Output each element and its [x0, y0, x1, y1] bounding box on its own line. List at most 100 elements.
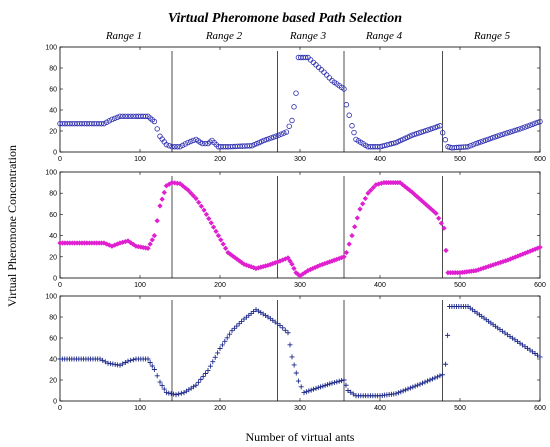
data-point [415, 382, 421, 388]
data-point [407, 385, 413, 391]
series-1 [57, 54, 543, 151]
data-point [490, 135, 496, 141]
data-point [210, 224, 217, 230]
data-point [195, 379, 201, 385]
data-point [475, 140, 482, 146]
data-point [229, 328, 235, 334]
data-point [219, 342, 225, 348]
data-point [482, 137, 489, 143]
data-point [161, 386, 167, 392]
data-point [439, 372, 445, 378]
data-point [492, 134, 498, 140]
data-point [433, 210, 439, 217]
data-point [422, 379, 428, 385]
data-point [514, 126, 521, 133]
data-point [177, 144, 183, 150]
data-point [499, 131, 506, 138]
data-point [359, 201, 366, 207]
data-point [203, 370, 209, 376]
data-point [286, 123, 292, 129]
data-point [427, 377, 433, 383]
y-tick-label: 80 [49, 191, 57, 198]
x-tick-label: 300 [294, 156, 306, 163]
data-point [324, 382, 330, 388]
data-point [277, 322, 283, 328]
data-point [397, 179, 403, 186]
data-point [281, 130, 287, 136]
x-tick-label: 0 [58, 405, 62, 412]
data-point [341, 86, 347, 92]
data-point [236, 321, 242, 327]
data-point [343, 382, 349, 388]
data-point [185, 187, 191, 193]
data-point [437, 123, 443, 129]
data-point [507, 129, 513, 135]
data-point [527, 122, 533, 128]
data-point [224, 335, 230, 341]
data-point [502, 130, 508, 137]
data-point [163, 390, 169, 396]
data-point [171, 144, 178, 150]
data-point [213, 228, 219, 235]
panel-1: 0 100 200 300 400 500 600 0 20 40 60 80 100 [45, 45, 546, 164]
data-point [443, 361, 449, 367]
data-point [161, 189, 168, 196]
x-tick-label: 500 [454, 156, 466, 163]
data-point [182, 185, 189, 191]
data-point [283, 129, 290, 135]
y-tick-label: 0 [53, 399, 57, 406]
data-point [122, 360, 128, 365]
data-point [200, 373, 206, 379]
data-point [519, 125, 526, 131]
x-tick-label: 400 [374, 156, 386, 163]
data-point [403, 387, 409, 393]
data-point [412, 383, 418, 389]
x-tick-label: 200 [214, 282, 226, 289]
data-point [494, 133, 501, 139]
data-point [334, 379, 340, 385]
plot-frame [59, 46, 541, 153]
data-point [291, 265, 297, 272]
data-point [524, 123, 531, 129]
data-point [287, 258, 293, 264]
plot-frame [59, 295, 541, 402]
data-point [199, 140, 206, 147]
y-tick-label: 100 [45, 294, 57, 301]
data-point [217, 346, 223, 351]
data-point [423, 127, 429, 134]
data-point [298, 384, 304, 390]
data-point [103, 241, 110, 247]
data-point [130, 357, 136, 363]
data-point [125, 238, 131, 244]
data-point [326, 75, 333, 81]
data-point [400, 388, 406, 394]
data-point [357, 206, 363, 212]
data-point [512, 127, 518, 134]
data-point [287, 342, 293, 348]
data-point [212, 354, 218, 360]
data-point [166, 142, 172, 149]
data-point [435, 215, 442, 222]
panel-2: 0 100 200 300 400 500 600 0 20 40 60 80 100 [45, 170, 546, 290]
data-point [485, 136, 491, 143]
data-point [193, 382, 199, 388]
data-point [127, 113, 134, 119]
x-tick-label: 400 [374, 405, 386, 412]
data-point [329, 380, 335, 386]
data-point [419, 380, 425, 386]
data-point [157, 379, 163, 385]
data-point [410, 384, 416, 390]
range-label: Range 1 [105, 30, 142, 42]
data-point [289, 354, 295, 360]
data-point [215, 350, 221, 356]
data-point [405, 386, 411, 392]
data-point [308, 387, 314, 393]
data-point [261, 137, 267, 144]
data-point [532, 120, 538, 127]
data-point [370, 184, 377, 191]
data-point [210, 359, 216, 365]
data-point [163, 141, 170, 148]
data-point [315, 385, 321, 391]
data-point [179, 142, 186, 149]
x-tick-label: 400 [374, 282, 386, 289]
